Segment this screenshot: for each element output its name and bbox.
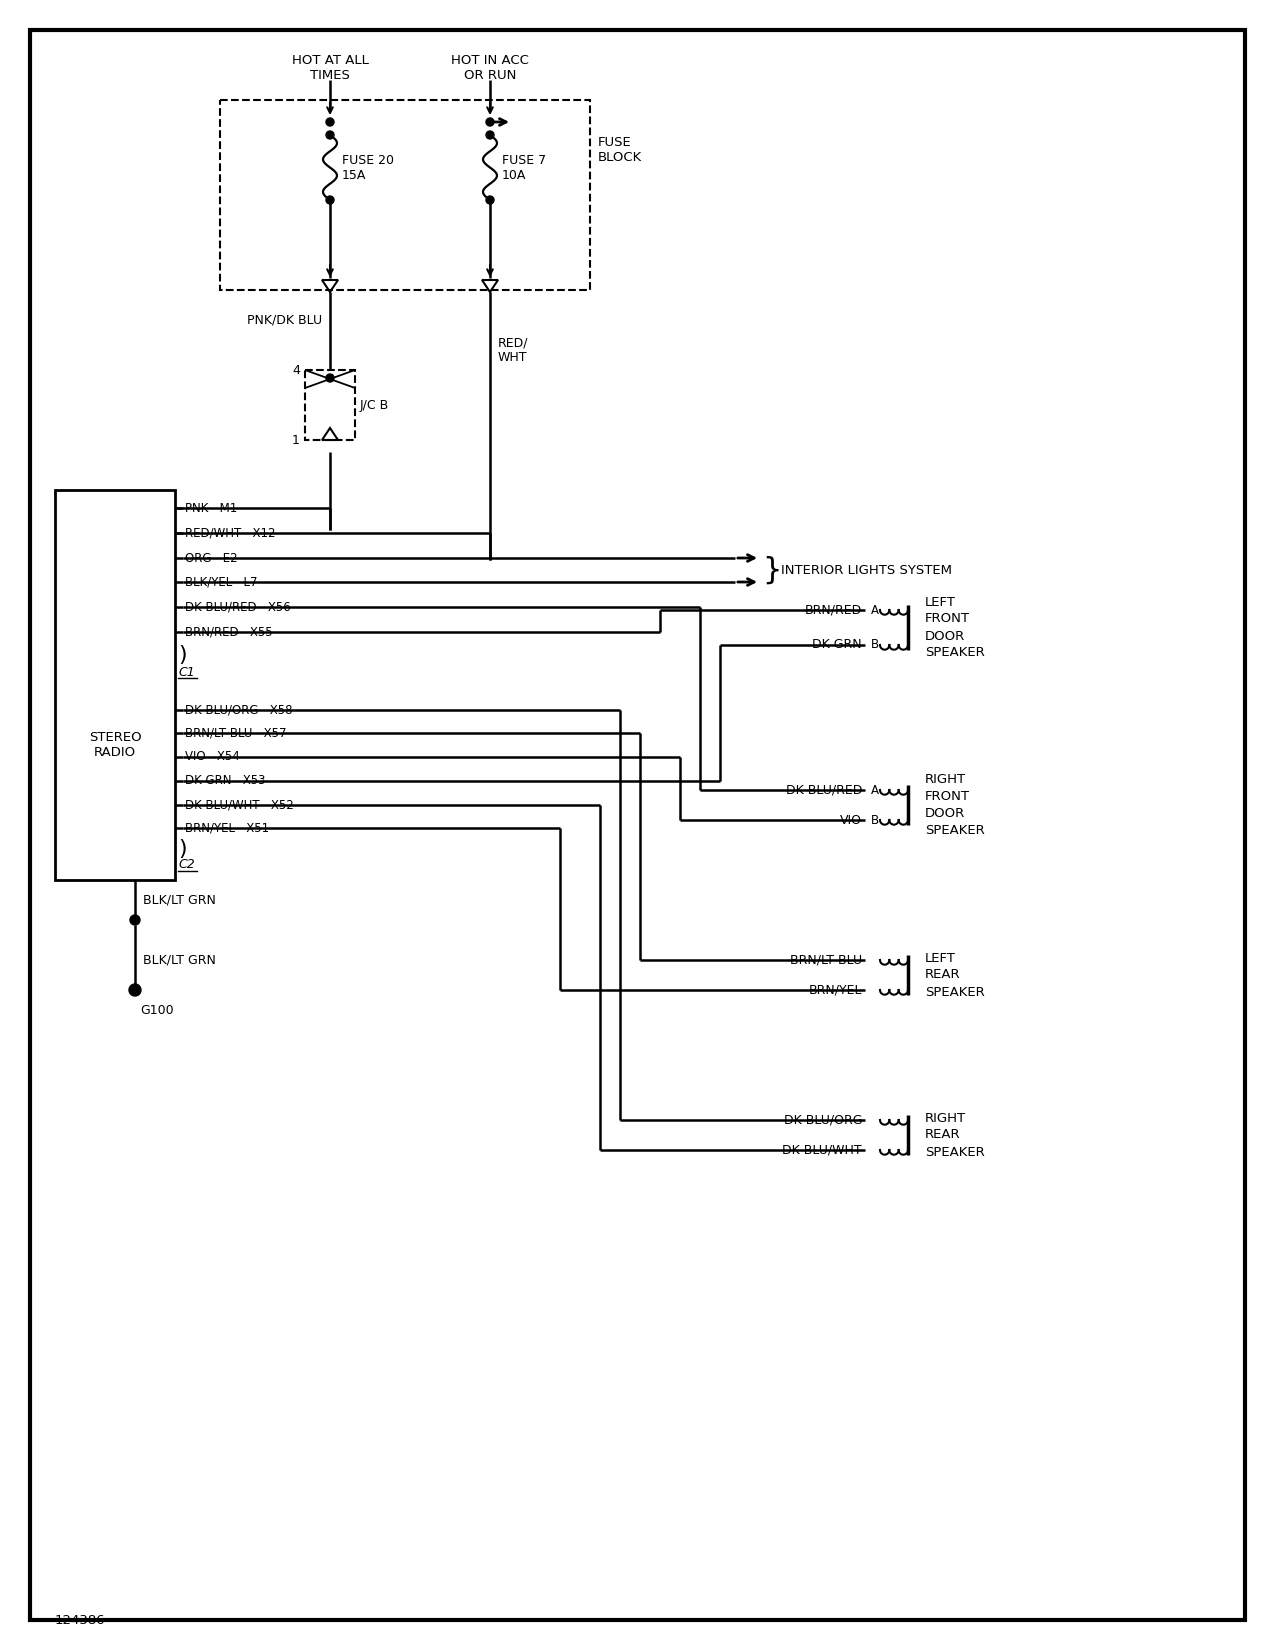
FancyBboxPatch shape (305, 370, 354, 441)
Circle shape (486, 196, 493, 205)
Text: RIGHT
FRONT
DOOR
SPEAKER: RIGHT FRONT DOOR SPEAKER (924, 772, 984, 837)
Circle shape (486, 130, 493, 139)
Circle shape (326, 196, 334, 205)
Text: LEFT
FRONT
DOOR
SPEAKER: LEFT FRONT DOOR SPEAKER (924, 596, 984, 660)
Text: STEREO
RADIO: STEREO RADIO (89, 731, 142, 759)
Text: FUSE 7
10A: FUSE 7 10A (502, 153, 546, 182)
Circle shape (326, 130, 334, 139)
Circle shape (129, 983, 142, 997)
Text: BRN/RED   X55: BRN/RED X55 (185, 625, 273, 639)
Text: BRN/YEL   X51: BRN/YEL X51 (185, 822, 269, 835)
Text: B: B (871, 639, 880, 652)
Text: B: B (871, 813, 880, 827)
Text: HOT AT ALL
TIMES: HOT AT ALL TIMES (292, 54, 368, 82)
Text: PNK/DK BLU: PNK/DK BLU (247, 314, 323, 327)
Text: 4: 4 (292, 363, 300, 376)
Text: C1: C1 (179, 665, 195, 678)
Circle shape (130, 916, 140, 926)
Text: DK GRN   X53: DK GRN X53 (185, 774, 265, 787)
Text: VIO: VIO (840, 813, 862, 827)
Text: FUSE
BLOCK: FUSE BLOCK (598, 135, 643, 163)
Text: BLK/LT GRN: BLK/LT GRN (143, 894, 215, 906)
Text: DK BLU/RED   X56: DK BLU/RED X56 (185, 601, 291, 614)
Text: BRN/LT BLU   X57: BRN/LT BLU X57 (185, 726, 287, 739)
Text: DK BLU/ORG   X58: DK BLU/ORG X58 (185, 703, 292, 716)
Text: DK BLU/WHT: DK BLU/WHT (783, 1143, 862, 1157)
FancyBboxPatch shape (31, 30, 1244, 1620)
FancyBboxPatch shape (55, 490, 175, 879)
Text: J/C B: J/C B (360, 399, 389, 411)
Text: A: A (871, 604, 878, 617)
Text: ): ) (179, 838, 186, 860)
Text: 124386: 124386 (55, 1614, 106, 1627)
Text: BRN/RED: BRN/RED (805, 604, 862, 617)
Text: A: A (871, 784, 878, 797)
Text: BLK/YEL   L7: BLK/YEL L7 (185, 576, 258, 589)
Text: 1: 1 (292, 434, 300, 447)
Text: }: } (762, 556, 782, 584)
Text: BRN/YEL: BRN/YEL (808, 983, 862, 997)
Circle shape (326, 119, 334, 125)
Text: DK BLU/WHT   X52: DK BLU/WHT X52 (185, 799, 293, 812)
Text: DK BLU/ORG: DK BLU/ORG (784, 1114, 862, 1127)
Text: VIO   X54: VIO X54 (185, 751, 240, 764)
Text: RED/
WHT: RED/ WHT (499, 337, 529, 365)
Circle shape (486, 119, 493, 125)
Text: ORG   E2: ORG E2 (185, 551, 237, 564)
Text: C2: C2 (179, 858, 195, 871)
Text: LEFT
REAR
SPEAKER: LEFT REAR SPEAKER (924, 952, 984, 998)
Text: RIGHT
REAR
SPEAKER: RIGHT REAR SPEAKER (924, 1112, 984, 1158)
Text: DK GRN: DK GRN (812, 639, 862, 652)
Text: ): ) (179, 645, 186, 665)
Text: PNK   M1: PNK M1 (185, 502, 237, 515)
Text: DK BLU/RED: DK BLU/RED (785, 784, 862, 797)
Text: RED/WHT   X12: RED/WHT X12 (185, 526, 275, 540)
FancyBboxPatch shape (221, 101, 590, 290)
Text: BRN/LT BLU: BRN/LT BLU (790, 954, 862, 967)
Text: INTERIOR LIGHTS SYSTEM: INTERIOR LIGHTS SYSTEM (782, 564, 952, 576)
Text: HOT IN ACC
OR RUN: HOT IN ACC OR RUN (451, 54, 529, 82)
Text: G100: G100 (140, 1003, 173, 1016)
Text: FUSE 20
15A: FUSE 20 15A (342, 153, 394, 182)
Circle shape (326, 375, 334, 383)
Text: BLK/LT GRN: BLK/LT GRN (143, 954, 215, 967)
